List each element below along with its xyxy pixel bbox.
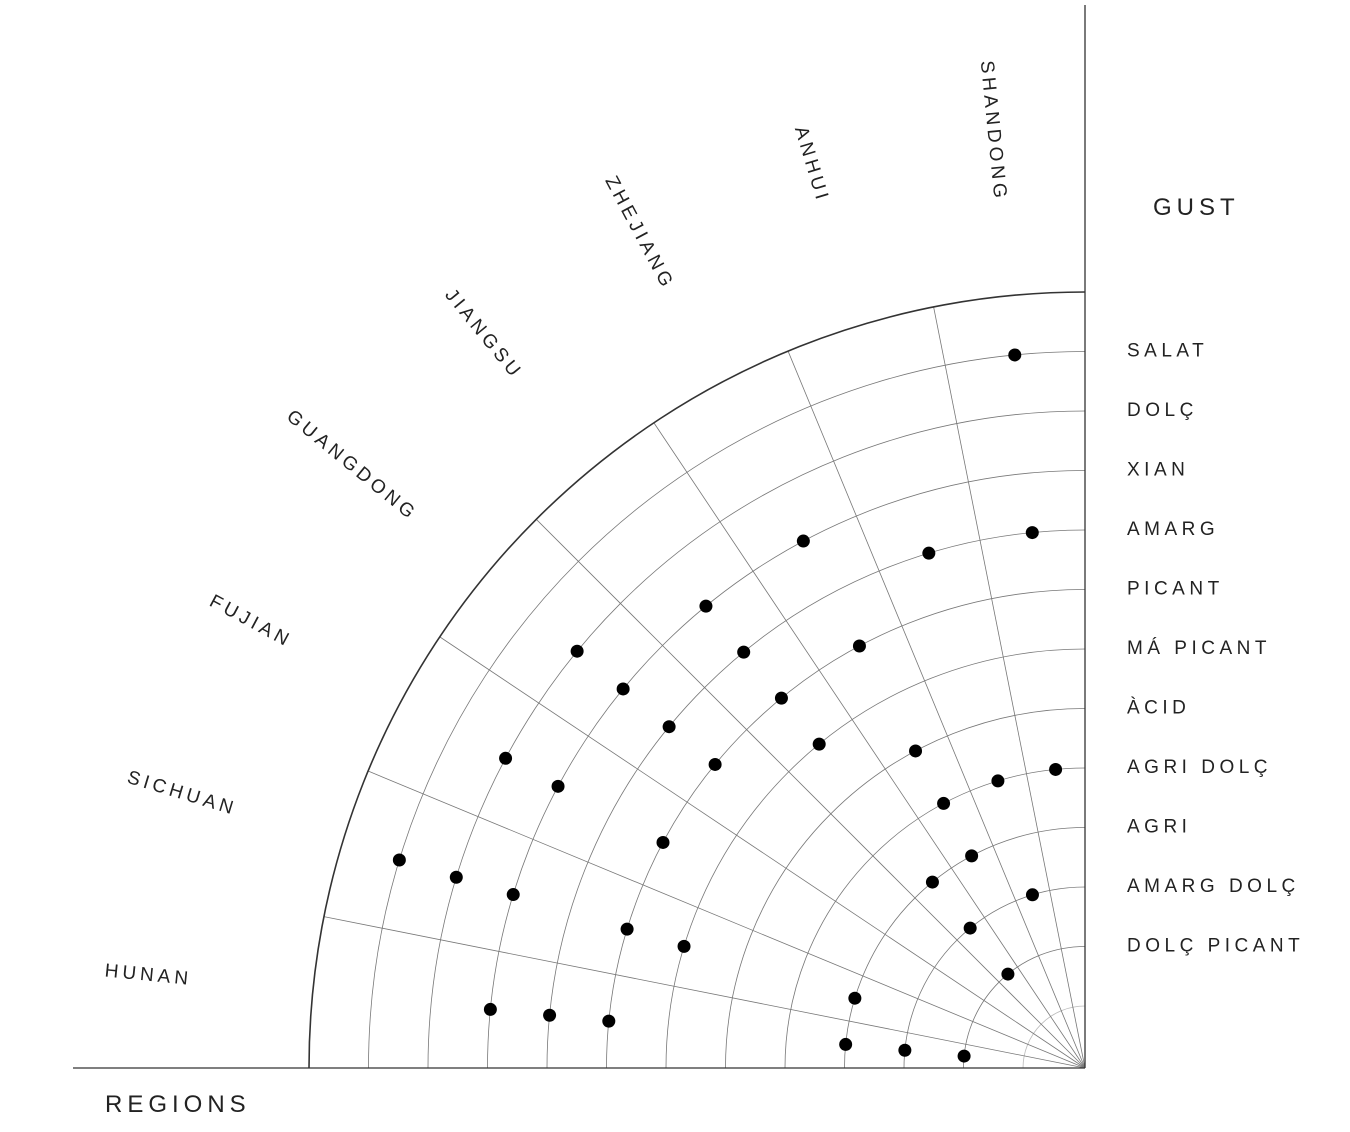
region-divider — [933, 306, 1086, 1069]
region-label-jiangsu: JIANGSU — [440, 285, 526, 384]
point-jiangsu-amarg-dolc — [963, 921, 977, 935]
point-hunan-amarg — [543, 1008, 557, 1022]
point-zhejiang-agri — [965, 849, 979, 863]
point-hunan-amarg-dolc — [898, 1043, 912, 1057]
flavor-label-picant: PICANT — [1127, 579, 1224, 600]
point-jiangsu-ma-picant — [812, 737, 826, 751]
point-anhui-agri-dolc — [991, 774, 1005, 788]
region-divider — [653, 422, 1086, 1069]
point-zhejiang-xian — [796, 534, 810, 548]
point-fujian-dolc — [499, 751, 513, 765]
region-label-hunan: HUNAN — [104, 961, 193, 990]
point-anhui-amarg-dolc — [1025, 888, 1039, 902]
point-hunan-agri — [839, 1037, 853, 1051]
point-jiangsu-amarg — [737, 645, 751, 659]
point-shandong-agri-dolc — [1049, 762, 1063, 776]
point-hunan-picant — [602, 1014, 616, 1028]
flavor-label-dolc-picant: DOLÇ PICANT — [1127, 936, 1304, 957]
flavor-label-amarg: AMARG — [1127, 519, 1219, 540]
region-label-anhui: ANHUI — [790, 124, 833, 206]
outer-arc — [308, 291, 1086, 1069]
flavor-label-xian: XIAN — [1127, 460, 1189, 481]
point-sichuan-salat — [392, 853, 406, 867]
point-shandong-amarg — [1025, 526, 1039, 540]
flavor-label-acid: ÀCID — [1127, 698, 1190, 719]
y-axis-title: GUST — [1153, 194, 1240, 221]
flavor-label-agri-dolc: AGRI DOLÇ — [1127, 757, 1272, 778]
region-label-shandong: SHANDONG — [976, 60, 1011, 203]
point-jiangsu-xian — [699, 599, 713, 613]
region-label-zhejiang: ZHEJIANG — [600, 173, 678, 294]
x-axis-title: REGIONS — [105, 1091, 251, 1118]
point-fujian-picant — [656, 835, 670, 849]
point-guangdong-picant — [708, 757, 722, 771]
point-sichuan-xian — [506, 888, 520, 902]
point-sichuan-ma-picant — [677, 939, 691, 953]
point-zhejiang-agri-dolc — [937, 796, 951, 810]
point-sichuan-dolc — [449, 870, 463, 884]
point-anhui-amarg — [922, 546, 936, 560]
point-jiangsu-agri — [925, 875, 939, 889]
flavor-labels: SALAT DOLÇ XIAN AMARG PICANT MÁ PICANT ÀCID AGR… — [1127, 341, 1304, 957]
flavor-label-salat: SALAT — [1127, 341, 1208, 362]
point-sichuan-picant — [620, 922, 634, 936]
point-zhejiang-picant — [852, 639, 866, 653]
point-guangdong-dolc — [570, 644, 584, 658]
point-hunan-dolc-picant — [957, 1049, 971, 1063]
flavor-label-dolc: DOLÇ — [1127, 400, 1198, 421]
region-label-guangdong: GUANGDONG — [282, 406, 421, 525]
flavor-label-amarg-dolc: AMARG DOLÇ — [1127, 876, 1300, 897]
point-zhejiang-acid — [909, 744, 923, 758]
data-points — [392, 348, 1063, 1063]
region-divider — [439, 636, 1086, 1069]
chart-frame — [73, 5, 1086, 1069]
region-label-fujian: FUJIAN — [206, 591, 296, 652]
point-jiangsu-dolc-picant — [1001, 967, 1015, 981]
point-guangdong-xian — [616, 682, 630, 696]
flavor-label-ma-picant: MÁ PICANT — [1127, 638, 1271, 659]
point-shandong-salat — [1008, 348, 1022, 362]
grid — [323, 306, 1086, 1069]
region-divider — [323, 916, 1086, 1069]
point-sichuan-agri — [848, 991, 862, 1005]
point-hunan-xian — [483, 1002, 497, 1016]
point-guangdong-amarg — [662, 720, 676, 734]
region-label-sichuan: SICHUAN — [125, 767, 240, 820]
region-divider — [367, 770, 1086, 1069]
region-divider — [787, 350, 1086, 1069]
point-jiangsu-picant — [774, 691, 788, 705]
region-divider — [536, 519, 1086, 1069]
flavor-label-agri: AGRI — [1127, 817, 1191, 838]
point-fujian-xian — [551, 779, 565, 793]
